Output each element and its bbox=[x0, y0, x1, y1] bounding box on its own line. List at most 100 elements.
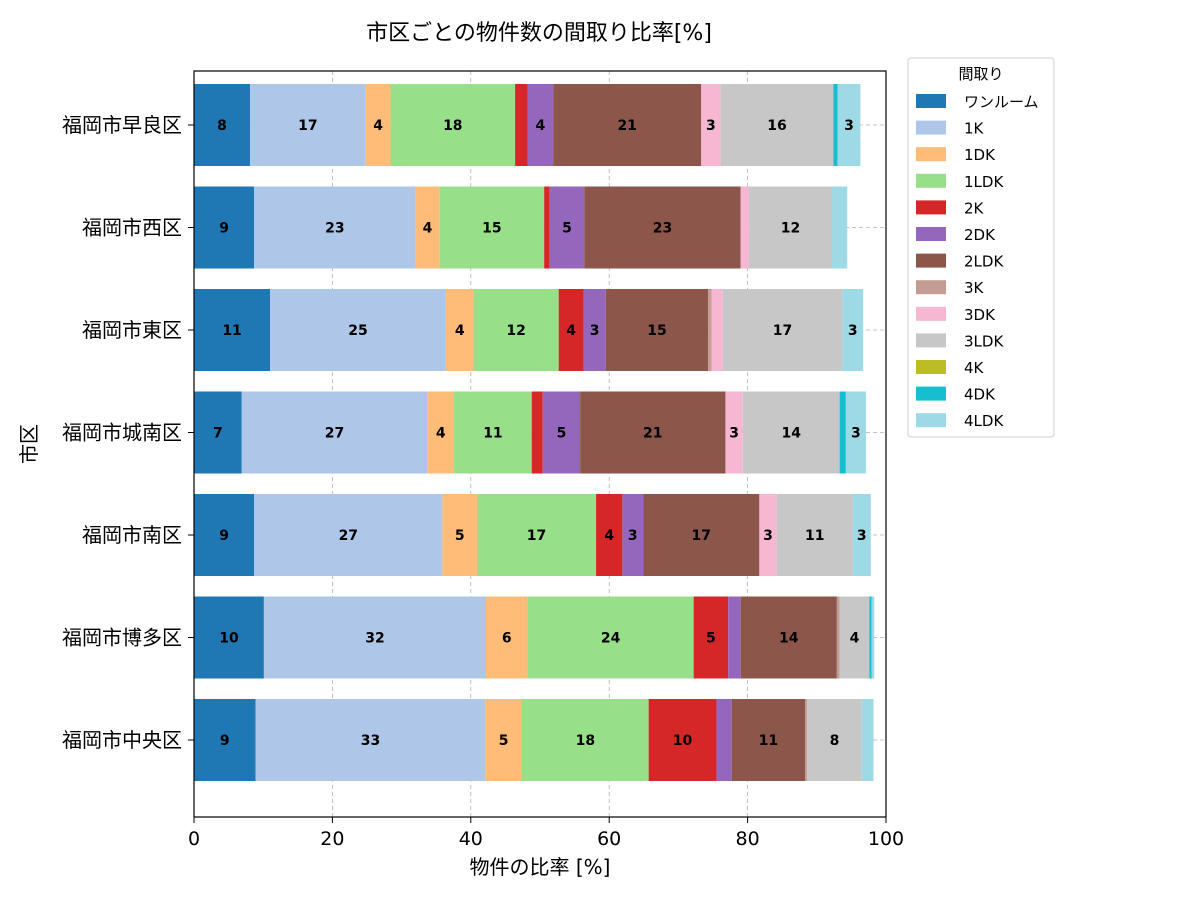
legend-label: ワンルーム bbox=[964, 93, 1039, 111]
x-tick-label: 0 bbox=[188, 828, 200, 850]
segment-value-label: 21 bbox=[643, 426, 662, 442]
segment-value-label: 3 bbox=[590, 323, 600, 339]
bar-segment bbox=[486, 596, 528, 679]
bar-segment bbox=[522, 699, 649, 781]
bar-segment bbox=[427, 391, 455, 474]
segment-value-label: 18 bbox=[576, 733, 595, 749]
bar-segment bbox=[549, 186, 585, 269]
bar-segment bbox=[241, 391, 428, 474]
segment-value-label: 5 bbox=[455, 528, 465, 544]
segment-value-label: 14 bbox=[781, 426, 801, 442]
legend-label: 3DK bbox=[964, 306, 996, 324]
bar-segment bbox=[542, 391, 581, 474]
segment-value-label: 4 bbox=[850, 631, 860, 647]
bar-segment bbox=[254, 494, 443, 576]
bar-segment bbox=[748, 186, 833, 269]
legend-swatch bbox=[916, 333, 946, 348]
segment-value-label: 9 bbox=[219, 528, 229, 544]
segment-value-label: 10 bbox=[219, 631, 239, 647]
bar-segment bbox=[725, 391, 743, 474]
segment-value-label: 18 bbox=[443, 118, 462, 134]
legend-swatch bbox=[916, 147, 946, 162]
legend-swatch bbox=[916, 94, 946, 108]
bar-segment bbox=[583, 289, 606, 371]
bar-segment bbox=[365, 84, 391, 166]
legend: 間取り ワンルーム 1K 1DK 1LDK 2K 2DK 2LDK 3K 3DK 3LDK 4K 4D… bbox=[907, 57, 1055, 438]
bar-segment bbox=[527, 596, 694, 679]
segment-value-label: 3 bbox=[763, 528, 773, 544]
segment-value-label: 17 bbox=[298, 118, 317, 134]
segment-value-label: 5 bbox=[557, 426, 567, 442]
bar-segment bbox=[580, 391, 726, 474]
segment-value-label: 14 bbox=[779, 631, 799, 647]
bar-segment bbox=[869, 596, 872, 679]
bar-segment bbox=[833, 84, 838, 166]
category-label: 福岡市東区 bbox=[82, 318, 182, 342]
bar-segment bbox=[194, 391, 242, 474]
legend-swatch bbox=[916, 360, 946, 374]
bar-segment bbox=[596, 494, 623, 576]
bar-segment bbox=[439, 186, 545, 269]
bar-segment bbox=[742, 391, 840, 474]
segment-value-label: 4 bbox=[373, 118, 383, 134]
segment-value-label: 11 bbox=[759, 733, 778, 749]
bar-segment bbox=[553, 84, 702, 166]
legend-swatch bbox=[916, 413, 946, 428]
bar-segment bbox=[722, 289, 843, 371]
legend-label: 3LDK bbox=[964, 332, 1004, 350]
bar-segment bbox=[527, 84, 554, 166]
bar-segment bbox=[643, 494, 760, 576]
bar-segment bbox=[194, 84, 251, 166]
bar-segment bbox=[776, 494, 853, 576]
category-label: 福岡市博多区 bbox=[62, 626, 182, 650]
legend-swatch bbox=[916, 306, 946, 321]
segment-value-label: 8 bbox=[217, 118, 227, 134]
segment-value-label: 15 bbox=[482, 221, 501, 237]
bar-segment bbox=[728, 596, 741, 679]
category-label: 福岡市中央区 bbox=[62, 728, 182, 752]
bar-segment bbox=[622, 494, 644, 576]
bar-segment bbox=[845, 391, 866, 474]
x-tick-label: 80 bbox=[736, 828, 760, 850]
legend-swatch bbox=[916, 253, 946, 268]
segment-value-label: 11 bbox=[483, 426, 502, 442]
bar-segment bbox=[250, 84, 366, 166]
bar-segment bbox=[701, 84, 721, 166]
bar-segment bbox=[442, 494, 478, 576]
segment-value-label: 3 bbox=[857, 528, 867, 544]
y-axis-label: 市区 bbox=[17, 424, 41, 464]
legend-label: 3K bbox=[964, 279, 985, 297]
category-label: 福岡市早良区 bbox=[62, 113, 182, 137]
bar-segment bbox=[390, 84, 516, 166]
bar-segment bbox=[515, 84, 528, 166]
category-label: 福岡市西区 bbox=[82, 216, 182, 240]
legend-label: 4K bbox=[964, 359, 985, 377]
segment-value-label: 5 bbox=[562, 221, 572, 237]
x-tick-label: 60 bbox=[597, 828, 621, 850]
bar-segment bbox=[415, 186, 440, 269]
bar-segment bbox=[839, 596, 870, 679]
segment-value-label: 12 bbox=[781, 221, 800, 237]
legend-swatch bbox=[916, 280, 946, 295]
segment-value-label: 4 bbox=[566, 323, 576, 339]
bar-segment bbox=[842, 289, 864, 371]
legend-label: 2K bbox=[964, 199, 985, 217]
bar-segment bbox=[708, 289, 712, 371]
legend-label: 1LDK bbox=[964, 173, 1004, 191]
bar-segment bbox=[255, 699, 486, 781]
legend-label: 2LDK bbox=[964, 253, 1004, 271]
segment-value-label: 11 bbox=[805, 528, 824, 544]
legend-label: 2DK bbox=[964, 226, 996, 244]
segment-value-label: 33 bbox=[361, 733, 380, 749]
bar-segment bbox=[194, 186, 255, 269]
bar-segment bbox=[861, 699, 874, 781]
bar-segment bbox=[194, 494, 255, 576]
bar-segment bbox=[852, 494, 871, 576]
segment-value-label: 11 bbox=[222, 323, 241, 339]
segment-value-label: 17 bbox=[773, 323, 792, 339]
legend-label: 4LDK bbox=[964, 412, 1004, 430]
bar-segment bbox=[837, 84, 861, 166]
bar-segment bbox=[836, 596, 840, 679]
